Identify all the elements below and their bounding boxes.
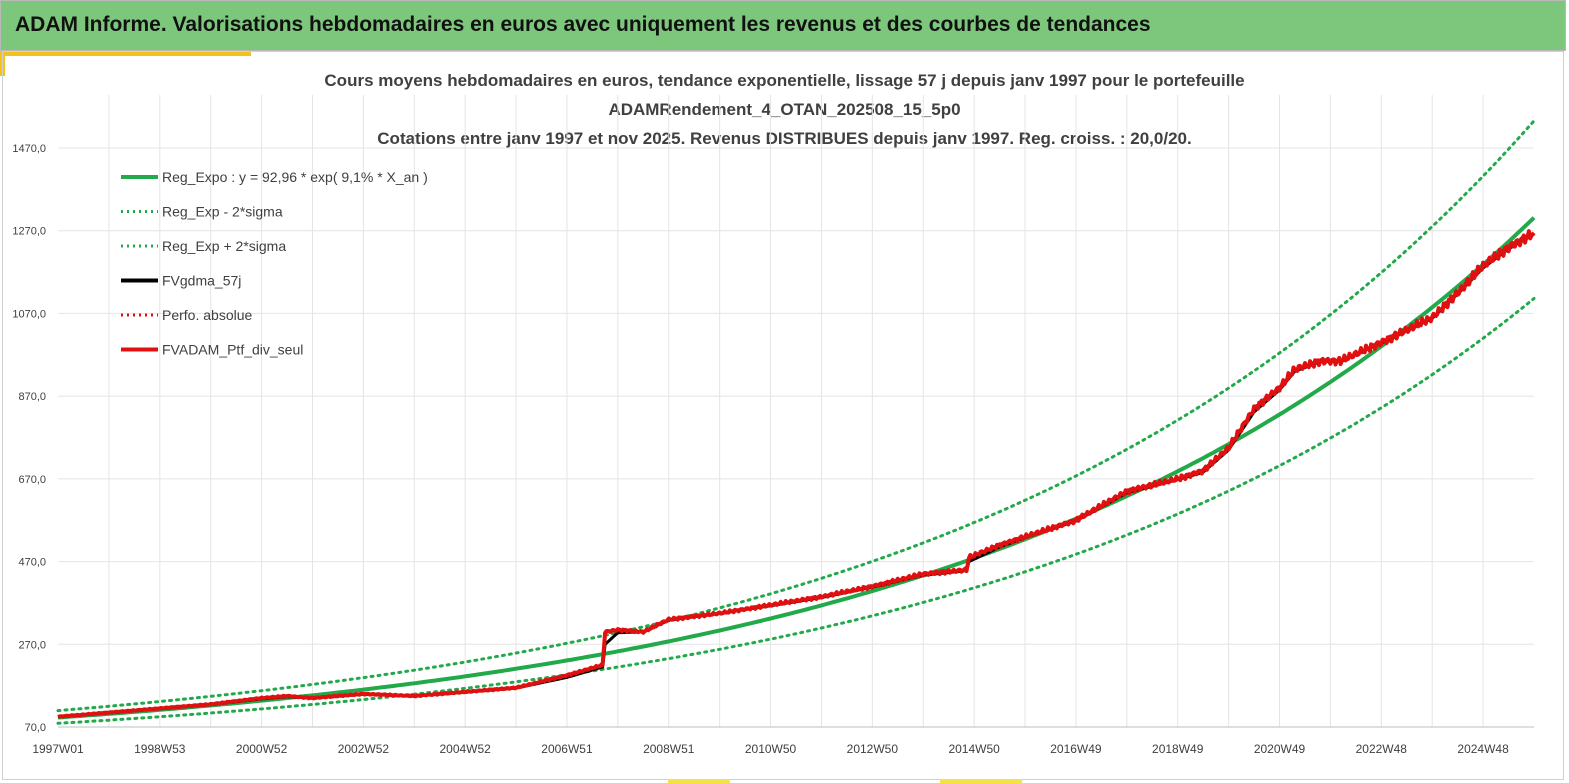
y-tick-label: 670,0 [18,474,46,486]
y-tick-label: 1070,0 [12,308,46,320]
series-reg-exp-plus-2sigma [56,119,1536,713]
x-tick-label: 2016W49 [1050,742,1102,756]
series-reg-expo [57,216,1536,720]
legend-label: FVgdma_57j [162,273,241,289]
x-tick-label: 2002W52 [338,742,390,756]
y-tick-label: 870,0 [18,391,46,403]
legend-label: Reg_Exp - 2*sigma [162,204,283,220]
x-tick-label: 2010W50 [745,742,797,756]
x-tick-label: 2024W48 [1457,742,1509,756]
series-reg-exp-minus-2sigma [56,297,1536,725]
footer-strip [668,779,730,783]
x-tick-label: 2004W52 [439,742,491,756]
x-tick-label: 2012W50 [847,742,899,756]
y-tick-label: 1270,0 [12,226,46,238]
x-tick-label: 2022W48 [1356,742,1408,756]
series-fvadam-ptf-div-seul [57,229,1536,719]
x-tick-label: 1998W53 [134,742,186,756]
x-tick-label: 2008W51 [643,742,695,756]
chart-title-line-3: Cotations entre janv 1997 et nov 2025. R… [377,129,1192,148]
x-tick-label: 2018W49 [1152,742,1204,756]
x-tick-label: 1997W01 [32,742,84,756]
y-tick-label: 70,0 [25,722,46,734]
x-tick-label: 2000W52 [236,742,288,756]
y-tick-label: 470,0 [18,557,46,569]
chart-title-line-1: Cours moyens hebdomadaires en euros, ten… [324,71,1245,90]
y-tick-label: 270,0 [18,639,46,651]
legend-label: FVADAM_Ptf_div_seul [162,342,303,358]
accent-bar [0,51,251,56]
footer-strip [940,779,1022,783]
x-tick-label: 2014W50 [948,742,1000,756]
x-tick-label: 2006W51 [541,742,593,756]
legend-label: Reg_Expo : y = 92,96 * exp( 9,1% * X_an … [162,169,428,185]
header-title: ADAM Informe. Valorisations hebdomadaire… [15,13,1151,36]
header-banner: ADAM Informe. Valorisations hebdomadaire… [0,0,1566,51]
legend-label: Reg_Exp + 2*sigma [162,238,286,254]
y-tick-label: 1470,0 [12,143,46,155]
chart-frame [2,51,1564,780]
legend-label: Perfo. absolue [162,307,252,323]
x-tick-label: 2020W49 [1254,742,1306,756]
